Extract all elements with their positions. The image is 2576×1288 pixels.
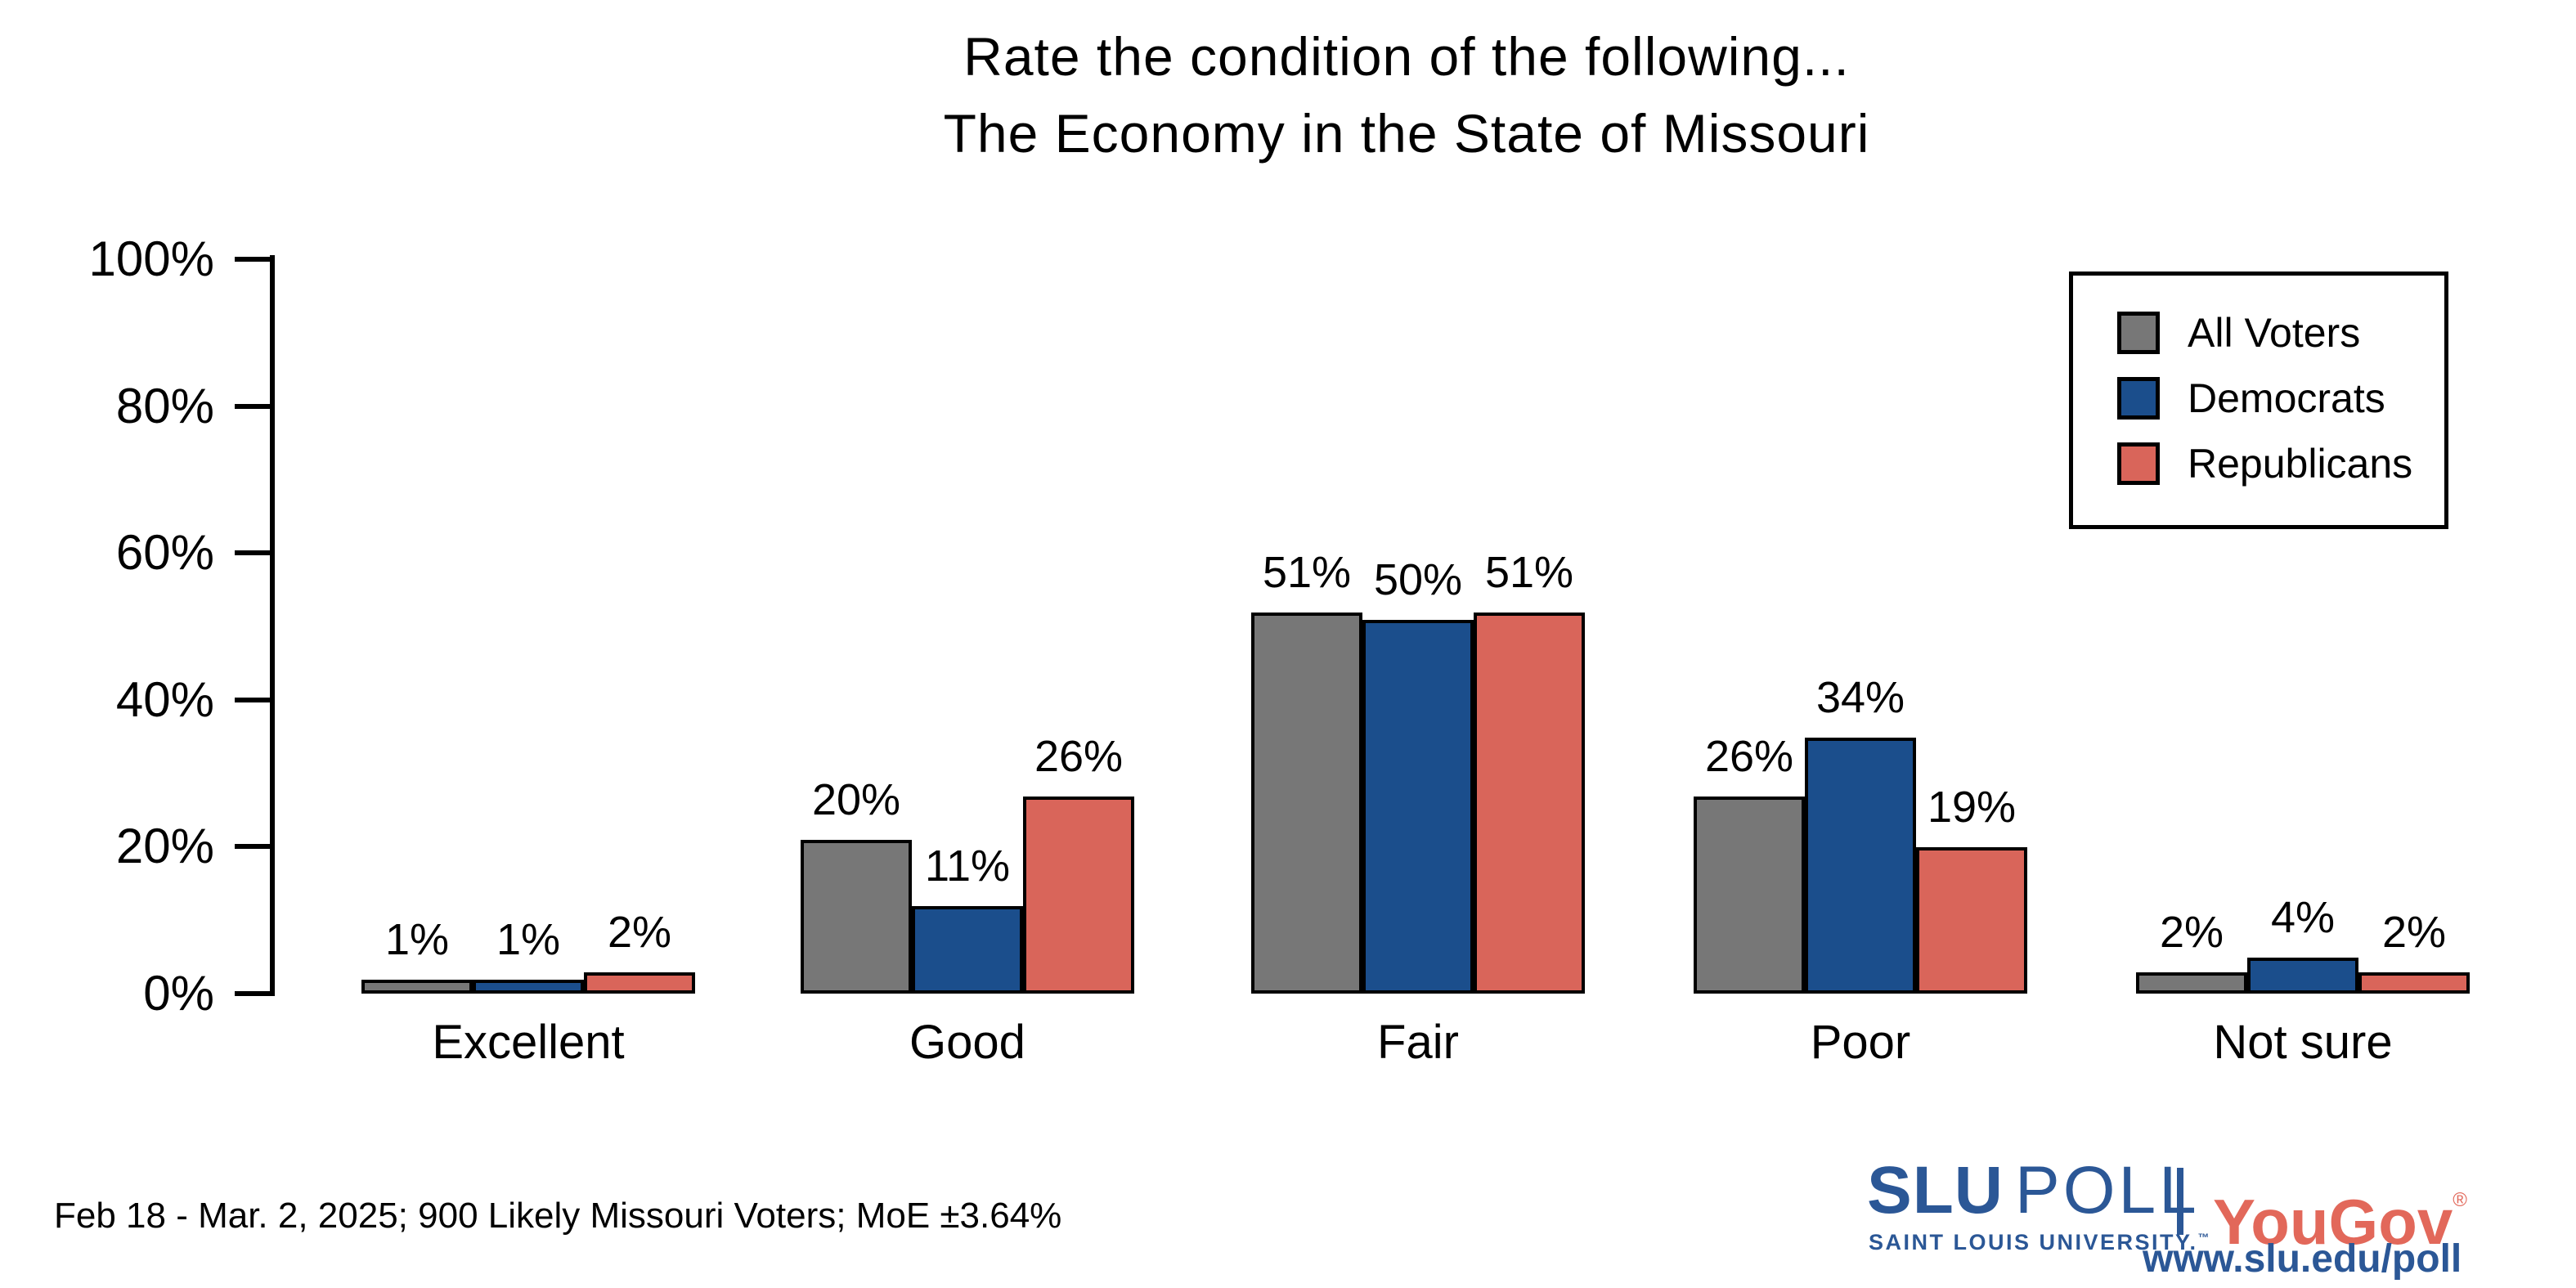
bar-poor-all-voters bbox=[1694, 797, 1805, 994]
chart-title-line2: The Economy in the State of Missouri bbox=[943, 103, 1870, 164]
bar-excellent-democrats bbox=[473, 980, 584, 994]
logo-separator-bar bbox=[2177, 1168, 2183, 1235]
bar-good-democrats bbox=[912, 906, 1023, 994]
slu-poll-logo-slu: SLU bbox=[1867, 1153, 2004, 1227]
y-axis-tick-20 bbox=[235, 844, 272, 850]
y-axis-tick-label-40: 40% bbox=[115, 671, 214, 727]
bar-excellent-all-voters bbox=[361, 980, 473, 994]
bar-not-sure-all-voters bbox=[2136, 972, 2247, 994]
y-axis-tick-80 bbox=[235, 403, 272, 409]
legend-label-all-voters: All Voters bbox=[2188, 310, 2361, 356]
chart-title-line1: Rate the condition of the following... bbox=[963, 26, 1850, 87]
bar-value-label-poor-all-voters: 26% bbox=[1704, 732, 1794, 781]
y-axis-tick-60 bbox=[235, 550, 272, 556]
slu-poll-url: www.slu.edu/poll bbox=[2143, 1237, 2462, 1281]
bar-good-all-voters bbox=[801, 840, 912, 994]
legend-box: All Voters Democrats Republicans bbox=[2069, 272, 2448, 529]
y-axis-tick-label-100: 100% bbox=[88, 231, 214, 286]
y-axis-tick-0 bbox=[235, 991, 272, 996]
slu-poll-logo: SLU POLL bbox=[1867, 1156, 2200, 1225]
bar-value-label-excellent-republicans: 2% bbox=[607, 908, 672, 957]
y-axis-tick-100 bbox=[235, 257, 272, 262]
bar-not-sure-republicans bbox=[2358, 972, 2470, 994]
category-label-excellent: Excellent bbox=[432, 1016, 625, 1069]
y-axis-line bbox=[270, 255, 275, 996]
legend-item-republicans: Republicans bbox=[2117, 442, 2444, 485]
legend-item-democrats: Democrats bbox=[2117, 377, 2444, 420]
bar-value-label-not-sure-all-voters: 2% bbox=[2159, 908, 2224, 957]
registered-symbol: ® bbox=[2453, 1189, 2467, 1211]
bar-value-label-poor-republicans: 19% bbox=[1927, 783, 2017, 832]
legend-swatch-democrats bbox=[2117, 377, 2160, 420]
bar-fair-democrats bbox=[1362, 620, 1474, 994]
bar-value-label-fair-republicans: 51% bbox=[1484, 548, 1574, 597]
slu-poll-logo-poll: POLL bbox=[2015, 1153, 2200, 1227]
bar-value-label-not-sure-republicans: 2% bbox=[2381, 908, 2447, 957]
legend-rows: All Voters Democrats Republicans bbox=[2117, 312, 2444, 485]
bar-value-label-poor-democrats: 34% bbox=[1815, 673, 1905, 722]
legend-item-all-voters: All Voters bbox=[2117, 312, 2444, 354]
y-axis-tick-40 bbox=[235, 697, 272, 702]
bar-value-label-excellent-all-voters: 1% bbox=[384, 915, 450, 964]
saint-louis-university-label: SAINT LOUIS UNIVERSITY.™ bbox=[1869, 1230, 2212, 1254]
category-label-poor: Poor bbox=[1810, 1016, 1911, 1069]
yougov-logo: YouGov® bbox=[2213, 1186, 2467, 1258]
y-axis-tick-label-20: 20% bbox=[115, 819, 214, 874]
legend-label-republicans: Republicans bbox=[2188, 441, 2413, 487]
legend-swatch-republicans bbox=[2117, 442, 2160, 485]
bar-good-republicans bbox=[1023, 797, 1134, 994]
bar-value-label-excellent-democrats: 1% bbox=[496, 915, 561, 964]
bar-excellent-republicans bbox=[584, 972, 695, 994]
trademark-symbol: ™ bbox=[2197, 1231, 2212, 1244]
bar-fair-all-voters bbox=[1251, 613, 1362, 994]
survey-methodology-caption: Feb 18 - Mar. 2, 2025; 900 Likely Missou… bbox=[54, 1196, 1062, 1236]
y-axis-tick-label-0: 0% bbox=[143, 966, 214, 1021]
chart-title: Rate the condition of the following... T… bbox=[944, 18, 1870, 172]
bar-not-sure-democrats bbox=[2247, 958, 2358, 994]
legend-swatch-all-voters bbox=[2117, 312, 2160, 354]
bar-value-label-fair-democrats: 50% bbox=[1373, 555, 1463, 604]
bar-poor-republicans bbox=[1916, 847, 2027, 994]
y-axis-tick-label-60: 60% bbox=[115, 525, 214, 581]
category-label-not-sure: Not sure bbox=[2213, 1016, 2393, 1069]
bar-value-label-good-republicans: 26% bbox=[1034, 732, 1124, 781]
bar-value-label-not-sure-democrats: 4% bbox=[2270, 893, 2336, 942]
bar-poor-democrats bbox=[1805, 738, 1916, 994]
bar-fair-republicans bbox=[1474, 613, 1585, 994]
y-axis-tick-label-80: 80% bbox=[115, 378, 214, 433]
category-label-fair: Fair bbox=[1377, 1016, 1459, 1069]
bar-value-label-good-democrats: 11% bbox=[924, 841, 1011, 891]
bar-value-label-good-all-voters: 20% bbox=[811, 775, 901, 824]
legend-label-democrats: Democrats bbox=[2188, 375, 2385, 421]
category-label-good: Good bbox=[909, 1016, 1025, 1069]
bar-value-label-fair-all-voters: 51% bbox=[1262, 548, 1352, 597]
